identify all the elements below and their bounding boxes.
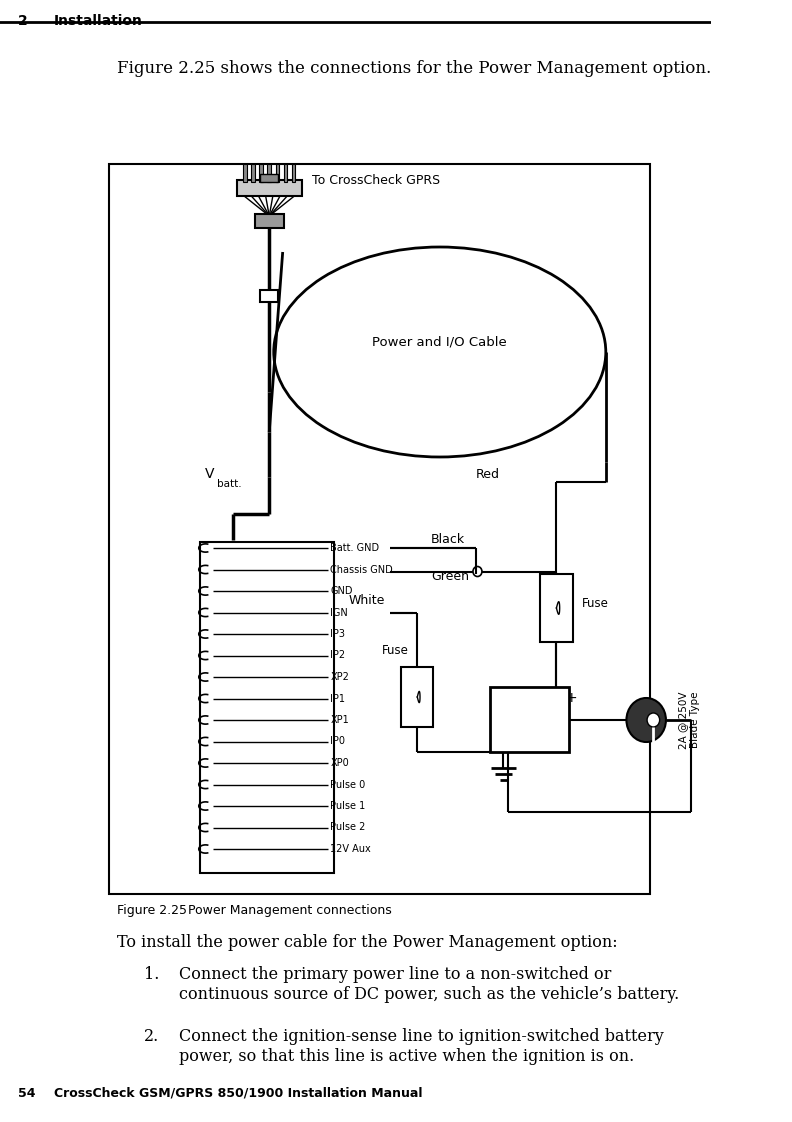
Bar bbox=[276, 164, 279, 182]
Bar bbox=[237, 180, 302, 196]
Text: White: White bbox=[348, 594, 385, 607]
Text: V: V bbox=[204, 467, 214, 481]
Text: Green: Green bbox=[431, 570, 469, 582]
Text: IP2: IP2 bbox=[330, 651, 345, 661]
Text: 2: 2 bbox=[18, 13, 28, 28]
Bar bbox=[255, 214, 284, 228]
Bar bbox=[402, 666, 433, 727]
Text: Chassis GND: Chassis GND bbox=[330, 564, 393, 574]
Bar bbox=[490, 687, 569, 752]
Bar bbox=[243, 164, 247, 182]
Text: +: + bbox=[565, 691, 577, 705]
Text: 54: 54 bbox=[18, 1087, 36, 1100]
Bar bbox=[261, 174, 278, 182]
Text: GND: GND bbox=[330, 586, 352, 596]
Ellipse shape bbox=[274, 247, 606, 457]
Bar bbox=[261, 289, 278, 302]
Text: IP0: IP0 bbox=[330, 736, 345, 746]
Text: XP0: XP0 bbox=[330, 758, 349, 767]
Text: Fuse: Fuse bbox=[382, 644, 409, 657]
Text: To CrossCheck GPRS: To CrossCheck GPRS bbox=[312, 174, 440, 186]
Bar bbox=[268, 164, 271, 182]
Text: Pulse 2: Pulse 2 bbox=[330, 822, 366, 833]
Text: Figure 2.25: Figure 2.25 bbox=[116, 904, 187, 917]
Text: IP1: IP1 bbox=[330, 693, 345, 703]
Text: Power and I/O Cable: Power and I/O Cable bbox=[372, 335, 507, 349]
Text: IP3: IP3 bbox=[330, 629, 345, 640]
Bar bbox=[284, 164, 287, 182]
Text: 12V: 12V bbox=[505, 712, 535, 727]
Text: batt.: batt. bbox=[217, 479, 242, 489]
Bar bbox=[109, 164, 649, 894]
Text: 2A @ 250V
Blade Type: 2A @ 250V Blade Type bbox=[679, 691, 700, 748]
Text: Power Management connections: Power Management connections bbox=[173, 904, 392, 917]
Text: To install the power cable for the Power Management option:: To install the power cable for the Power… bbox=[116, 934, 617, 951]
Text: CrossCheck GSM/GPRS 850/1900 Installation Manual: CrossCheck GSM/GPRS 850/1900 Installatio… bbox=[54, 1087, 422, 1100]
Text: 12V Aux: 12V Aux bbox=[330, 844, 371, 854]
Text: Black: Black bbox=[431, 533, 465, 546]
Text: Installation: Installation bbox=[54, 13, 143, 28]
Text: XP2: XP2 bbox=[330, 672, 349, 682]
Text: 1.: 1. bbox=[143, 966, 159, 983]
Text: Pulse 1: Pulse 1 bbox=[330, 801, 366, 811]
Text: Figure 2.25 shows the connections for the Power Management option.: Figure 2.25 shows the connections for th… bbox=[116, 59, 711, 77]
Text: Batt. GND: Batt. GND bbox=[330, 543, 379, 553]
Text: Red: Red bbox=[476, 468, 500, 480]
Text: Fuse: Fuse bbox=[581, 597, 608, 609]
Text: XP1: XP1 bbox=[330, 715, 349, 725]
Bar bbox=[291, 164, 295, 182]
Bar bbox=[259, 164, 263, 182]
Text: 2.: 2. bbox=[143, 1028, 159, 1045]
Bar bbox=[200, 542, 334, 873]
Bar bbox=[251, 164, 255, 182]
Text: IGN: IGN bbox=[330, 607, 348, 617]
Text: Connect the ignition-sense line to ignition-switched battery
power, so that this: Connect the ignition-sense line to ignit… bbox=[180, 1028, 664, 1065]
Text: Pulse 0: Pulse 0 bbox=[330, 780, 366, 790]
Text: Connect the primary power line to a non-switched or
continuous source of DC powe: Connect the primary power line to a non-… bbox=[180, 966, 680, 1003]
Circle shape bbox=[626, 698, 666, 742]
Circle shape bbox=[647, 712, 660, 727]
Bar bbox=[540, 574, 573, 642]
